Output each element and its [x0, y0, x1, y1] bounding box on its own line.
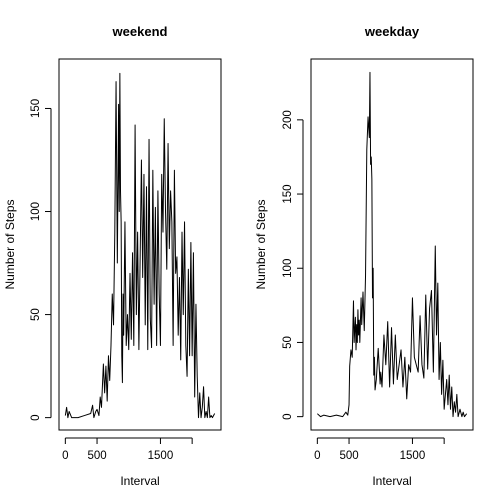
- weekday-x-axis: 0 500 1500: [314, 437, 445, 462]
- weekday-y-tick-label: 50: [282, 336, 294, 349]
- weekday-y-tick-label: 0: [282, 413, 294, 419]
- weekday-x-tick-label: 0: [314, 450, 320, 462]
- weekend-x-axis: 0 500 1500: [62, 437, 193, 462]
- weekday-y-axis-label: Number of Steps: [254, 199, 268, 289]
- weekend-x-tick-label: 1500: [148, 450, 174, 462]
- weekend-y-tick-label: 150: [30, 99, 42, 118]
- weekend-x-tick-label: 500: [87, 450, 106, 462]
- weekday-y-tick-label: 200: [282, 110, 294, 129]
- weekend-y-axis: 0 50 100 150: [30, 99, 52, 421]
- weekday-plot-frame: [310, 58, 474, 431]
- weekend-chart-title: weekend: [112, 24, 168, 39]
- weekend-x-tick-label: 0: [62, 450, 68, 462]
- weekday-steps-line: [316, 71, 468, 418]
- weekday-chart-title: weekday: [364, 24, 420, 39]
- weekend-y-tick-label: 0: [30, 414, 42, 420]
- weekend-y-tick-label: 100: [30, 202, 42, 221]
- weekday-x-tick-label: 1500: [400, 450, 426, 462]
- panel-weekend: weekend 0 500 1500 0 50 100 150 Interval Numb…: [3, 24, 222, 488]
- weekday-y-tick-label: 100: [282, 259, 294, 278]
- weekday-y-tick-label: 150: [282, 184, 294, 203]
- weekend-steps-line: [64, 72, 216, 419]
- weekend-plot-frame: [58, 58, 222, 431]
- weekend-y-tick-label: 50: [30, 308, 42, 321]
- weekend-x-axis-label: Interval: [120, 474, 159, 488]
- weekend-y-axis-label: Number of Steps: [3, 199, 17, 289]
- panel-weekday: weekday 0 500 1500 0 50 100 150 200 Interval N…: [254, 24, 474, 488]
- weekday-y-axis: 0 50 100 150 200: [282, 110, 304, 420]
- weekday-x-tick-label: 500: [339, 450, 358, 462]
- weekday-x-axis-label: Interval: [372, 474, 411, 488]
